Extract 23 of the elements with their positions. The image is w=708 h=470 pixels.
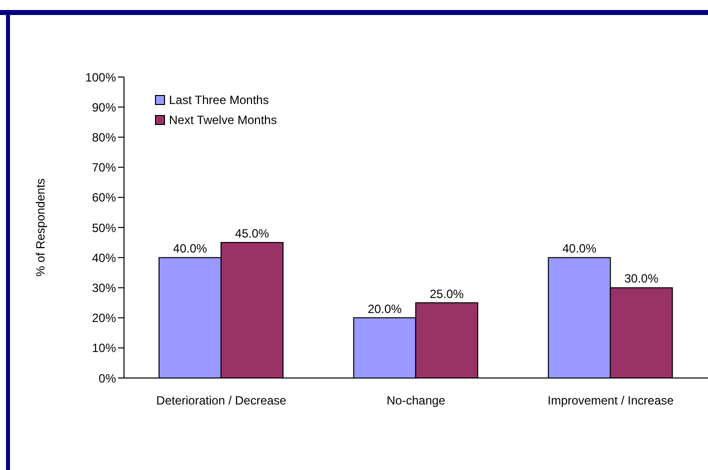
data-label: 20.0% <box>368 302 402 316</box>
y-tick-label: 30% <box>92 280 116 295</box>
x-tick-label: Deterioration / Decrease <box>156 394 287 408</box>
data-label: 45.0% <box>235 226 270 241</box>
y-tick-label: 90% <box>92 100 116 114</box>
legend-label: Next Twelve Months <box>169 112 277 129</box>
data-label: 25.0% <box>430 286 464 301</box>
y-axis-title: % of Respondents <box>33 178 48 277</box>
data-label: 40.0% <box>562 242 597 256</box>
x-tick-label: No-change <box>386 394 446 408</box>
y-tick-label: 40% <box>92 250 116 265</box>
x-tick-label: Improvement / Increase <box>548 394 674 408</box>
y-tick-label: 50% <box>92 220 116 235</box>
data-label: 40.0% <box>173 242 208 256</box>
y-tick-label: 10% <box>92 341 116 356</box>
legend-label: Last Three Months <box>169 92 269 109</box>
y-tick-label: 20% <box>92 311 116 326</box>
y-tick-label: 60% <box>92 190 116 205</box>
data-label: 30.0% <box>624 272 659 286</box>
y-tick-label: 80% <box>92 130 116 144</box>
y-tick-label: 100% <box>85 70 116 84</box>
y-tick-label: 70% <box>92 160 116 175</box>
y-tick-label: 0% <box>98 371 116 386</box>
